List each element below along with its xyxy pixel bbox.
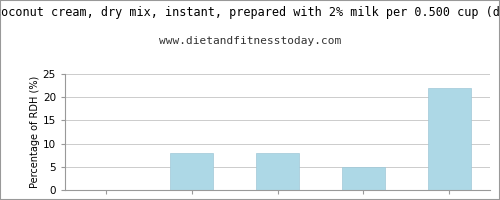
Bar [256, 153, 299, 190]
Y-axis label: Percentage of RDH (%): Percentage of RDH (%) [30, 76, 40, 188]
Bar [342, 167, 385, 190]
Bar [170, 153, 213, 190]
Text: coconut cream, dry mix, instant, prepared with 2% milk per 0.500 cup (dr: coconut cream, dry mix, instant, prepare… [0, 6, 500, 19]
Text: www.dietandfitnesstoday.com: www.dietandfitnesstoday.com [159, 36, 341, 46]
Bar [428, 88, 470, 190]
